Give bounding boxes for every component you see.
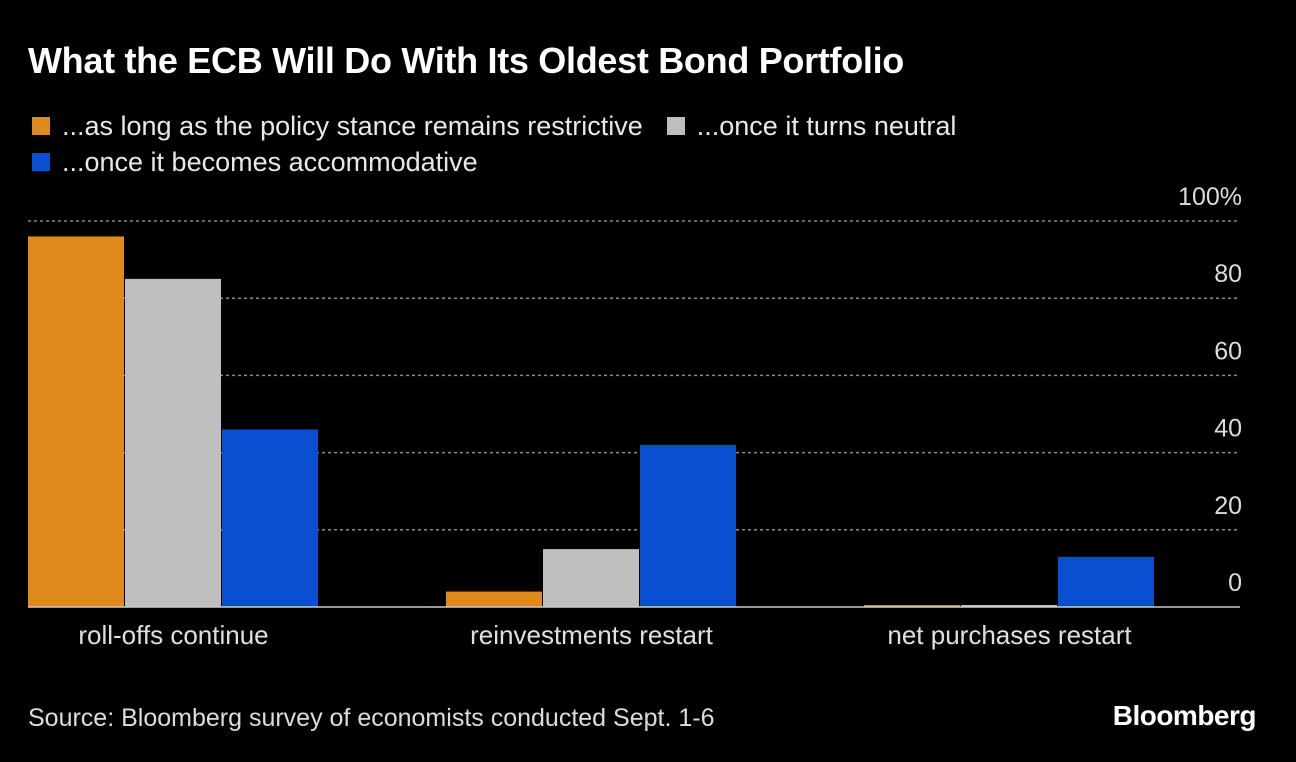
bloomberg-logo: Bloomberg xyxy=(1112,700,1257,731)
legend-label-accommodative: ...once it becomes accommodative xyxy=(62,146,478,177)
y-tick-label: 20 xyxy=(1214,492,1242,520)
legend-item-neutral: ...once it turns neutral xyxy=(666,110,957,142)
y-tick-label: 0 xyxy=(1228,569,1242,597)
bar xyxy=(222,429,318,607)
y-tick-label: 40 xyxy=(1214,415,1242,443)
bar xyxy=(28,236,124,607)
y-tick-label: 100% xyxy=(1178,183,1242,211)
legend-item-accommodative: ...once it becomes accommodative xyxy=(32,147,478,178)
bar xyxy=(543,549,639,607)
bar xyxy=(640,444,736,607)
x-tick-label: reinvestments restart xyxy=(470,620,714,650)
legend: ...as long as the policy stance remains … xyxy=(32,108,1232,180)
bar xyxy=(446,591,542,607)
y-tick-label: 80 xyxy=(1214,260,1242,288)
bar xyxy=(961,605,1057,607)
legend-label-neutral: ...once it turns neutral xyxy=(696,110,957,141)
chart-title: What the ECB Will Do With Its Oldest Bon… xyxy=(28,40,904,81)
x-tick-label: net purchases restart xyxy=(887,620,1132,650)
legend-swatch-neutral xyxy=(666,117,685,135)
bar xyxy=(864,605,960,607)
x-tick-label: roll-offs continue xyxy=(78,620,268,650)
source-note: Source: Bloomberg survey of economists c… xyxy=(28,704,715,732)
legend-swatch-accommodative xyxy=(32,153,50,171)
legend-label-restrictive: ...as long as the policy stance remains … xyxy=(62,110,643,141)
legend-swatch-restrictive xyxy=(32,117,50,135)
legend-item-restrictive: ...as long as the policy stance remains … xyxy=(32,111,643,142)
legend-row-2: ...once it becomes accommodative xyxy=(32,144,1232,180)
legend-row-1: ...as long as the policy stance remains … xyxy=(32,108,1232,144)
bar xyxy=(1058,556,1154,607)
bar xyxy=(125,278,221,607)
y-tick-label: 60 xyxy=(1214,337,1242,365)
